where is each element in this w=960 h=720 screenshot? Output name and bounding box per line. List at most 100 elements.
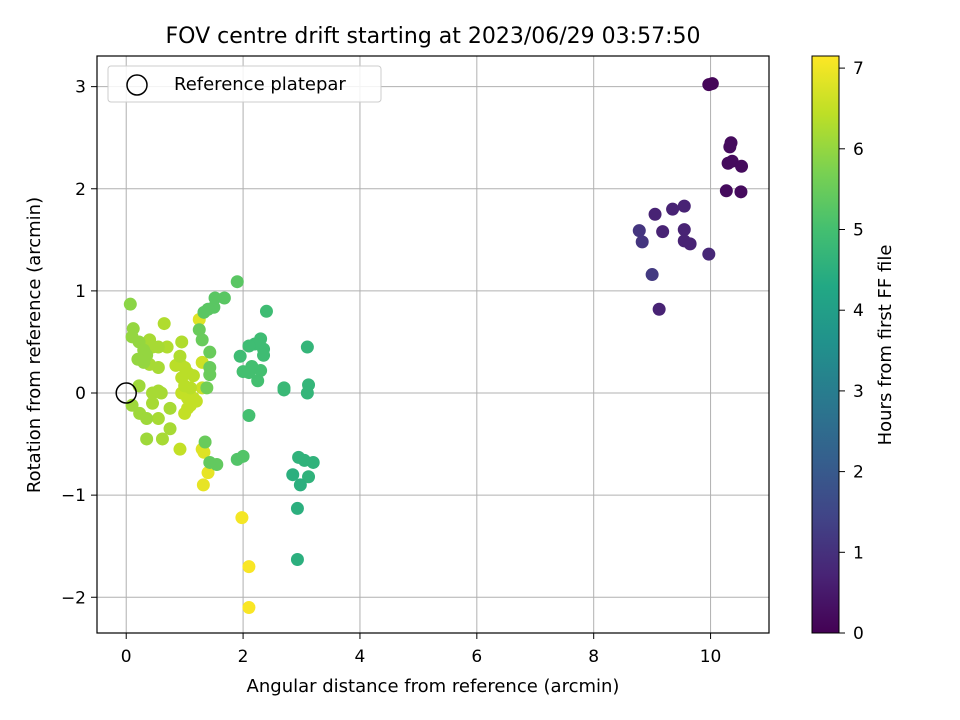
y-tick-label: 3 [75,78,86,98]
data-point [233,349,247,363]
data-point [635,235,649,249]
data-point [192,323,206,337]
reference-platepar-marker [115,382,137,404]
data-point [230,275,244,289]
data-point [683,237,697,251]
data-point [656,225,670,239]
data-point [677,223,691,237]
data-point [186,369,200,383]
data-point [217,291,231,305]
data-point [632,224,646,238]
data-point [236,449,250,463]
chart-title: FOV centre drift starting at 2023/06/29 … [166,24,701,49]
data-point [173,349,187,363]
data-point [242,560,256,574]
data-point [146,396,160,410]
data-point [290,501,304,515]
y-axis-label: Rotation from reference (arcmin) [24,197,45,493]
scatter-points [123,77,749,614]
data-point [157,317,171,331]
data-point [140,432,154,446]
data-point [203,345,217,359]
legend-marker-icon [126,74,148,96]
colorbar-tick-label: 2 [853,463,864,483]
data-point [242,366,256,380]
colorbar-tick-label: 4 [853,301,864,321]
data-point [666,202,680,216]
data-point [645,268,659,282]
x-tick-label: 2 [238,647,249,667]
x-tick-label: 8 [588,647,599,667]
data-point [290,552,304,566]
y-tick-label: −2 [61,588,86,608]
data-point [702,247,716,261]
data-point [163,401,177,415]
data-point [200,381,214,395]
legend-box [107,65,382,103]
data-point [195,333,209,347]
x-tick-label: 10 [700,647,722,667]
data-point [132,379,146,393]
colorbar-ticks: 0 1 2 3 4 5 6 7 [839,59,864,644]
y-axis-ticks: −2 −1 0 1 2 3 [61,78,97,608]
data-point [648,207,662,221]
colorbar-tick-label: 3 [853,382,864,402]
plot-frame [96,55,770,634]
x-axis-ticks: 0 2 4 6 8 10 [121,633,722,667]
data-point [173,442,187,456]
data-point [302,470,316,484]
legend: Reference platepar [107,65,382,103]
data-point [723,140,737,154]
data-point [734,185,748,199]
data-point [155,432,169,446]
y-tick-label: 1 [75,282,86,302]
data-point [259,304,273,318]
data-point [300,386,314,400]
colorbar-tick-label: 0 [853,624,864,644]
data-point [175,335,189,349]
data-point [677,199,691,213]
data-point [203,368,217,382]
data-point [277,383,291,397]
data-point [183,381,197,395]
colorbar-tick-label: 7 [853,59,864,79]
data-point [198,435,212,449]
data-point [140,412,154,426]
data-point [151,340,165,354]
data-point [300,340,314,354]
data-point [203,455,217,469]
data-point [242,339,256,353]
x-tick-label: 0 [121,647,132,667]
data-point [181,401,195,415]
legend-entry-label: Reference platepar [174,74,346,95]
data-point [235,511,249,525]
data-point [196,478,210,492]
data-point [306,455,320,469]
data-point [719,184,733,198]
y-tick-label: −1 [61,486,86,506]
colorbar-tick-label: 5 [853,221,864,241]
colorbar-gradient [811,55,840,634]
data-point [151,412,165,426]
data-point [257,348,271,362]
data-point [163,422,177,436]
colorbar-tick-label: 6 [853,140,864,160]
colorbar-label: Hours from first FF file [875,245,896,446]
data-point [242,600,256,614]
data-point [242,408,256,422]
data-point [735,159,749,173]
data-point [705,77,719,91]
x-tick-label: 4 [355,647,366,667]
colorbar: 0 1 2 3 4 5 6 7 Hours from first FF file [811,55,896,644]
data-point [197,305,211,319]
data-point [131,352,145,366]
data-point [154,386,168,400]
data-point [286,468,300,482]
y-tick-label: 0 [75,384,86,404]
x-axis-label: Angular distance from reference (arcmin) [247,676,620,697]
data-point [251,374,265,388]
data-point [293,478,307,492]
data-point [652,302,666,316]
